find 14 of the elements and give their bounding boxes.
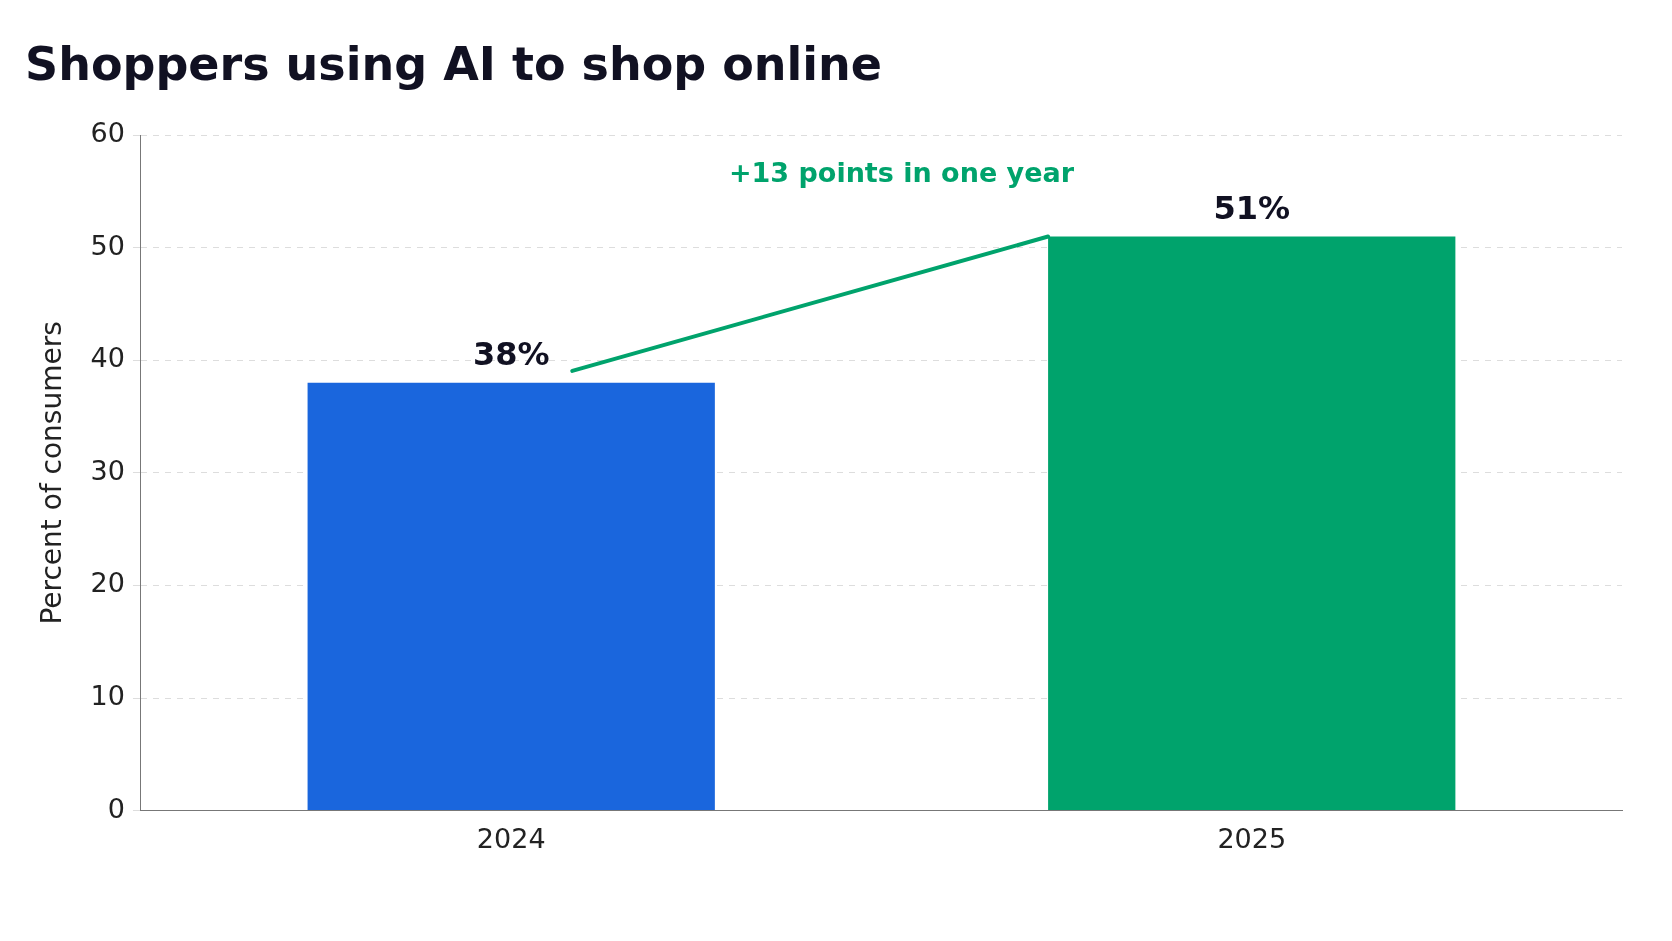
y-tick-label: 60 (90, 117, 125, 149)
y-tick-label: 20 (90, 567, 125, 599)
y-tick-label: 50 (90, 229, 125, 261)
y-tick-label: 40 (90, 342, 125, 374)
y-tick-label: 0 (107, 792, 125, 824)
y-tick-label: 10 (90, 680, 125, 712)
chart-title: Shoppers using AI to shop online (25, 36, 883, 91)
y-axis-title: Percent of consumers (35, 321, 69, 625)
y-tick-label: 30 (90, 454, 125, 486)
annotation: +13 points in one year (728, 157, 1075, 189)
data-label: 38% (472, 335, 550, 374)
data-label: 51% (1213, 188, 1291, 227)
x-tick-label: 2025 (1217, 822, 1287, 854)
x-tick-label: 2024 (476, 822, 546, 854)
